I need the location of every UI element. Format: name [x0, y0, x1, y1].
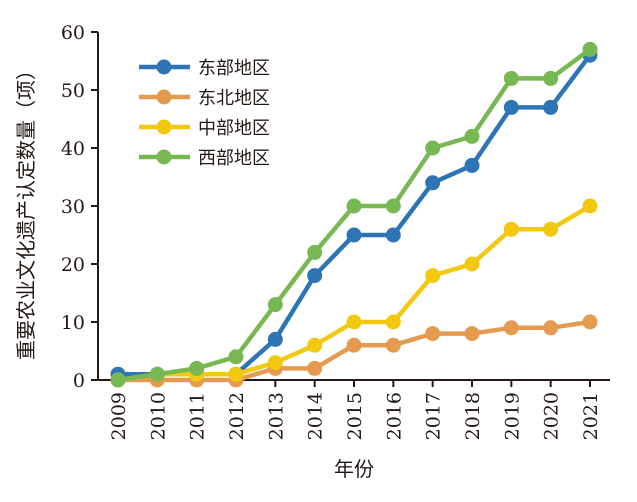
- y-tick-label: 20: [61, 254, 85, 276]
- data-point: [346, 314, 362, 330]
- y-tick-label: 60: [61, 22, 85, 44]
- data-point: [307, 268, 323, 284]
- legend-label: 东部地区: [198, 58, 270, 79]
- data-point: [582, 314, 598, 330]
- data-point: [385, 337, 401, 353]
- data-point: [346, 227, 362, 243]
- data-point: [464, 128, 480, 144]
- series-group: [110, 41, 598, 388]
- data-point: [189, 360, 205, 376]
- data-point: [307, 337, 323, 353]
- data-point: [503, 70, 519, 86]
- data-point: [425, 268, 441, 284]
- x-tick-label: 2020: [541, 392, 563, 440]
- data-point: [267, 331, 283, 347]
- legend-marker: [156, 59, 172, 75]
- data-point: [385, 314, 401, 330]
- data-point: [346, 198, 362, 214]
- data-point: [228, 349, 244, 365]
- data-point: [267, 297, 283, 313]
- x-tick-label: 2012: [226, 392, 248, 440]
- data-point: [582, 41, 598, 57]
- data-point: [582, 198, 598, 214]
- data-point: [464, 326, 480, 342]
- y-tick-label: 40: [61, 138, 85, 160]
- y-tick-label: 10: [61, 312, 85, 334]
- y-ticks: 0 10 20 30 40 50 60: [61, 22, 98, 392]
- x-tick-label: 2014: [305, 392, 327, 440]
- legend-label: 东北地区: [198, 88, 270, 109]
- legend-marker: [156, 149, 172, 165]
- data-point: [425, 175, 441, 191]
- y-axis-title: 重要农业文化遗产认定数量（项）: [14, 60, 38, 360]
- x-tick-label: 2013: [265, 392, 287, 440]
- x-tick-label: 2015: [344, 392, 366, 440]
- data-point: [503, 99, 519, 115]
- data-point: [307, 244, 323, 260]
- x-tick-label: 2019: [501, 392, 523, 440]
- data-point: [503, 320, 519, 336]
- data-point: [503, 221, 519, 237]
- x-tick-label: 2021: [580, 392, 602, 440]
- data-point: [464, 157, 480, 173]
- legend-marker: [156, 119, 172, 135]
- data-point: [425, 326, 441, 342]
- x-ticks: 2009 2010 2011 2012 2013 2014 2015 2016 2017 2018…: [108, 380, 602, 440]
- x-tick-label: 2016: [383, 392, 405, 440]
- legend-label: 西部地区: [198, 148, 270, 169]
- data-point: [110, 372, 126, 388]
- x-tick-label: 2018: [462, 392, 484, 440]
- data-point: [543, 221, 559, 237]
- y-tick-label: 30: [61, 196, 85, 218]
- data-point: [228, 366, 244, 382]
- data-point: [385, 227, 401, 243]
- x-axis-title: 年份: [334, 457, 374, 481]
- data-point: [346, 337, 362, 353]
- y-tick-label: 0: [73, 370, 85, 392]
- data-point: [385, 198, 401, 214]
- legend-marker: [156, 89, 172, 105]
- data-point: [543, 70, 559, 86]
- data-point: [543, 99, 559, 115]
- data-point: [543, 320, 559, 336]
- series: [110, 41, 598, 388]
- x-tick-label: 2009: [108, 392, 130, 440]
- data-point: [464, 256, 480, 272]
- data-point: [267, 355, 283, 371]
- data-point: [307, 360, 323, 376]
- data-point: [425, 140, 441, 156]
- series: [110, 198, 598, 388]
- x-tick-label: 2010: [147, 392, 169, 440]
- legend-label: 中部地区: [198, 118, 270, 139]
- x-tick-label: 2017: [423, 392, 445, 440]
- x-tick-label: 2011: [187, 392, 209, 440]
- y-tick-label: 50: [61, 80, 85, 102]
- data-point: [149, 366, 165, 382]
